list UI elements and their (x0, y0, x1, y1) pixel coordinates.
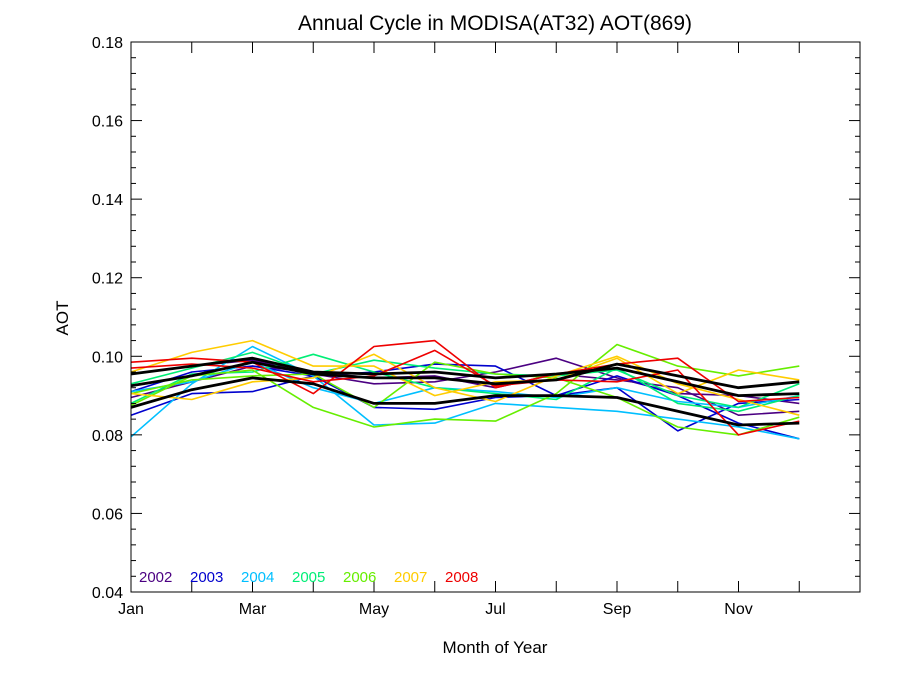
x-tick-label: Sep (603, 601, 632, 618)
chart-title: Annual Cycle in MODISA(AT32) AOT(869) (298, 12, 692, 35)
series-line-2008-1 (130, 339, 800, 403)
legend: 2002 2003 2004 2005 2006 2007 2008 (139, 569, 478, 586)
y-tick-label: 0.12 (92, 271, 123, 288)
y-tick-label: 0.16 (92, 114, 123, 131)
series-layer (130, 339, 800, 440)
reference-line-1 (130, 360, 800, 390)
x-tick-label: May (359, 601, 389, 618)
y-tick-label: 0.08 (92, 428, 123, 445)
series-line-2007-2 (130, 353, 800, 416)
legend-item-2003: 2003 (190, 569, 223, 586)
series-line-2007-1 (130, 339, 800, 397)
y-axis-label: AOT (53, 301, 72, 336)
reference-line-2 (130, 356, 800, 398)
legend-item-2007: 2007 (394, 569, 427, 586)
series-line-2005-1 (130, 353, 800, 413)
y-tick-label: 0.18 (92, 35, 123, 52)
x-tick-label: Mar (239, 601, 267, 618)
legend-item-2008: 2008 (445, 569, 478, 586)
series-line-2003-1 (130, 375, 800, 440)
legend-item-2006: 2006 (343, 569, 376, 586)
series-line-2004-1 (130, 345, 800, 440)
axes-layer: 0.04 0.06 0.08 0.10 0.12 0.14 0.16 0.18 Jan Mar Ma… (92, 35, 861, 618)
series-line-2006-1 (130, 343, 800, 428)
reference-line-3 (130, 376, 800, 427)
legend-item-2005: 2005 (292, 569, 325, 586)
y-tick-label: 0.14 (92, 192, 123, 209)
x-axis-label: Month of Year (443, 638, 548, 657)
series-line-2008-2 (130, 349, 800, 436)
y-tick-label: 0.10 (92, 349, 123, 366)
legend-item-2002: 2002 (139, 569, 172, 586)
legend-item-2004: 2004 (241, 569, 274, 586)
x-tick-label: Nov (724, 601, 752, 618)
y-tick-label: 0.06 (92, 506, 123, 523)
plot-frame (130, 41, 861, 593)
x-tick-label: Jul (485, 601, 505, 618)
y-tick-label: 0.04 (92, 585, 123, 602)
x-tick-label: Jan (118, 601, 144, 618)
series-line-2005-2 (130, 351, 800, 409)
